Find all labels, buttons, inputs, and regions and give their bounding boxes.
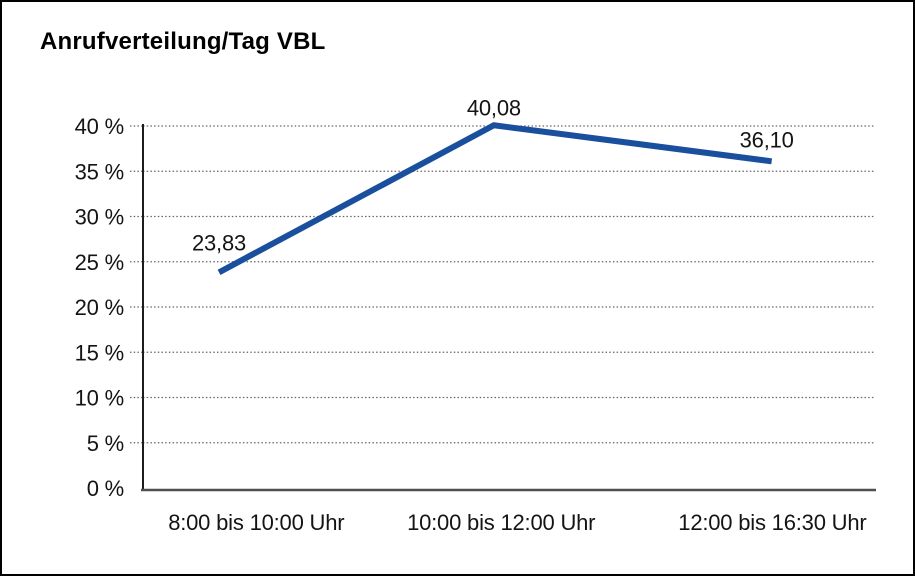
y-tick-label: 10 % <box>75 386 124 411</box>
chart-title: Anrufverteilung/Tag VBL <box>40 28 326 55</box>
x-category-label: 8:00 bis 10:00 Uhr <box>168 510 344 535</box>
y-tick-label: 25 % <box>75 250 124 275</box>
x-category-label: 12:00 bis 16:30 Uhr <box>678 510 866 535</box>
x-category-label: 10:00 bis 12:00 Uhr <box>407 510 595 535</box>
y-tick-label: 20 % <box>75 295 124 320</box>
y-tick-label: 5 % <box>87 431 124 456</box>
data-point-label: 23,83 <box>192 230 246 255</box>
data-point-label: 36,10 <box>740 127 794 152</box>
y-tick-label: 0 % <box>87 476 124 501</box>
y-tick-label: 40 % <box>75 114 124 139</box>
series-line <box>217 122 773 275</box>
y-tick-label: 35 % <box>75 159 124 184</box>
y-tick-label: 15 % <box>75 340 124 365</box>
data-point-label: 40,08 <box>467 95 521 120</box>
y-tick-label: 30 % <box>75 205 124 230</box>
